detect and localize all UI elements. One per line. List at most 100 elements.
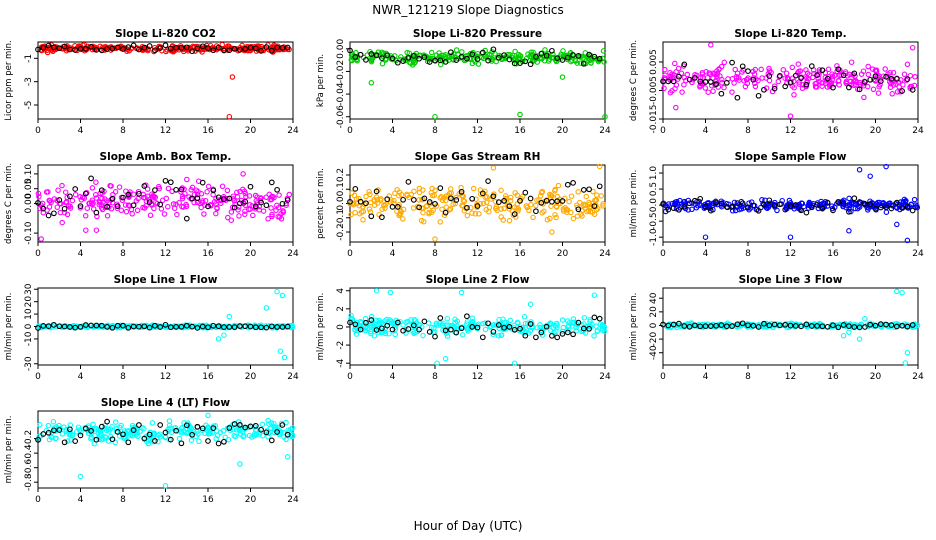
- data-point: [444, 333, 451, 339]
- overlay-points: [660, 195, 916, 216]
- x-tick-label: 8: [120, 495, 126, 505]
- data-point: [234, 189, 240, 196]
- panel-title: Slope Li-820 CO2: [115, 28, 216, 40]
- overlay-point: [808, 63, 815, 69]
- data-point: [774, 207, 780, 214]
- overlay-point: [416, 55, 422, 62]
- x-tick-label: 20: [557, 372, 569, 382]
- data-point: [852, 73, 858, 79]
- overlay-point: [279, 44, 286, 51]
- overlay-point: [141, 44, 148, 51]
- data-point: [116, 184, 123, 190]
- overlay-points: [35, 175, 291, 222]
- overlay-point: [755, 207, 762, 214]
- overlay-point: [183, 44, 190, 51]
- overlay-point: [162, 42, 169, 49]
- data-point: [64, 438, 71, 444]
- x-tick-label: 12: [472, 249, 483, 259]
- data-point: [552, 323, 559, 329]
- overlay-point: [215, 194, 222, 201]
- overlay-point: [157, 324, 164, 330]
- data-point: [439, 57, 446, 64]
- overlay-point: [665, 78, 672, 85]
- panel-title: Slope Line 2 Flow: [426, 274, 530, 286]
- overlay-point: [830, 84, 836, 91]
- overlay-point: [389, 326, 396, 333]
- data-point: [367, 209, 374, 215]
- overlay-point: [379, 55, 385, 61]
- data-point: [155, 324, 161, 330]
- overlay-point: [469, 324, 476, 330]
- data-point: [166, 418, 173, 424]
- overlay-points: [35, 418, 291, 447]
- overlay-point: [210, 47, 217, 54]
- data-point: [57, 200, 63, 207]
- data-point: [718, 203, 725, 210]
- data-point: [675, 65, 682, 72]
- overlay-point: [686, 76, 693, 83]
- data-point: [403, 327, 409, 333]
- data-point: [440, 327, 446, 333]
- data-point: [534, 325, 541, 331]
- x-tick-label: 24: [599, 126, 611, 136]
- overlay-point: [141, 323, 148, 330]
- overlay-point: [421, 195, 428, 202]
- data-point: [524, 204, 530, 211]
- overlay-point: [437, 185, 444, 191]
- data-point: [443, 330, 450, 336]
- overlay-point: [157, 45, 164, 51]
- overlay-point: [750, 322, 757, 329]
- overlay-point: [88, 322, 94, 329]
- x-tick-label: 12: [160, 126, 171, 136]
- overlay-point: [279, 324, 286, 330]
- overlay-point: [464, 204, 470, 211]
- data-point: [507, 197, 514, 204]
- data-point: [123, 208, 130, 215]
- data-point: [589, 321, 595, 328]
- overlay-point: [856, 199, 863, 205]
- data-point: [498, 187, 504, 194]
- data-point: [875, 90, 882, 96]
- data-point: [812, 84, 819, 90]
- overlay-point: [136, 46, 142, 53]
- data-point: [512, 190, 518, 196]
- data-point: [360, 204, 366, 210]
- overlay-point: [877, 321, 884, 327]
- data-point: [476, 211, 482, 217]
- y-tick-label: 0.05: [24, 179, 34, 199]
- outlier-point: [591, 292, 598, 298]
- data-point: [744, 76, 750, 83]
- data-point: [825, 66, 832, 73]
- x-tick-label: 8: [745, 126, 751, 136]
- overlay-point: [559, 331, 566, 337]
- data-point: [388, 318, 395, 325]
- x-tick-label: 24: [912, 372, 924, 382]
- data-point: [901, 71, 908, 78]
- overlay-point: [178, 440, 185, 447]
- panel-title: Slope Li-820 Temp.: [734, 28, 846, 40]
- overlay-point: [877, 78, 884, 85]
- overlay-point: [485, 178, 491, 184]
- x-tick-label: 0: [35, 495, 41, 505]
- overlay-point: [183, 422, 190, 429]
- data-point: [134, 207, 141, 214]
- data-point: [469, 210, 475, 216]
- data-point: [236, 427, 243, 434]
- outlier-point: [368, 80, 375, 86]
- data-point: [387, 317, 393, 323]
- data-point: [679, 89, 685, 95]
- overlay-point: [432, 333, 438, 340]
- overlay-point: [40, 431, 47, 437]
- overlay-point: [538, 329, 545, 336]
- data-point: [800, 82, 806, 88]
- x-tick-label: 8: [120, 249, 126, 259]
- data-point: [382, 205, 388, 211]
- data-point: [495, 333, 502, 339]
- overlay-point: [157, 422, 164, 428]
- data-point: [45, 189, 51, 195]
- outlier-point: [226, 113, 233, 120]
- data-point: [59, 182, 65, 189]
- data-point: [469, 60, 476, 67]
- data-point: [559, 317, 566, 323]
- overlay-point: [231, 324, 238, 330]
